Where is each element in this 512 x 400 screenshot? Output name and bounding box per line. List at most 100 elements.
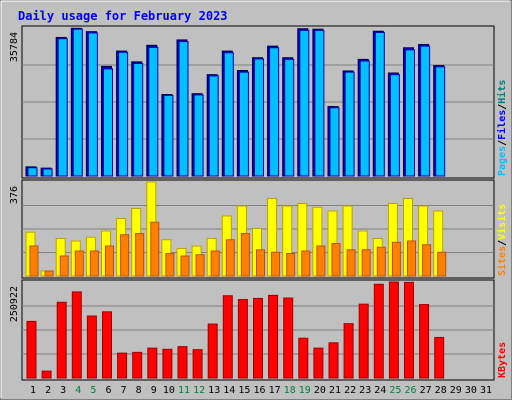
kbytes-bar [192, 349, 203, 379]
y-max-label: 376 [9, 186, 20, 204]
kbytes-bar [86, 315, 97, 379]
x-tick-label: 3 [60, 385, 66, 396]
sites-bar [331, 243, 341, 277]
kbytes-bar [343, 323, 354, 379]
legend-item: Sites [496, 246, 508, 276]
sites-bar [422, 244, 432, 277]
pages-bar [389, 74, 400, 177]
pages-bar [103, 68, 113, 177]
x-tick-label: 20 [314, 385, 326, 396]
pages-bar [344, 71, 355, 177]
sites-bar [346, 249, 356, 277]
kbytes-bar [71, 291, 82, 379]
sites-bar [165, 253, 175, 277]
x-tick-label: 6 [105, 385, 111, 396]
legend: Sites/Visits [496, 204, 508, 276]
sites-bar [105, 245, 114, 277]
sites-bar [120, 234, 130, 277]
kbytes-bar [388, 281, 399, 379]
x-tick-label: 13 [208, 385, 220, 396]
sites-bar [29, 245, 39, 277]
pages-bar [359, 60, 370, 177]
x-tick-label: 24 [374, 385, 386, 396]
sites-bar [44, 270, 54, 277]
legend-item: / [497, 240, 508, 246]
sites-bar [180, 255, 190, 277]
legend-item: KBytes [497, 342, 508, 378]
kbytes-bar [358, 303, 369, 379]
pages-bar [254, 58, 264, 177]
x-tick-label: 11 [178, 385, 190, 396]
kbytes-bar [253, 297, 263, 379]
kbytes-bar [41, 370, 52, 379]
pages-bar [435, 66, 446, 177]
kbytes-bar [283, 297, 294, 379]
pages-bar [284, 58, 295, 177]
kbytes-bar [147, 347, 158, 379]
pages-bar [178, 41, 189, 177]
kbytes-bar [207, 323, 218, 379]
kbytes-bar [222, 295, 233, 379]
kbytes-bar [237, 299, 248, 379]
x-tick-label: 25 [389, 385, 401, 396]
sites-bar [361, 249, 371, 277]
x-tick-label: 21 [329, 385, 341, 396]
pages-bar [329, 107, 340, 177]
x-tick-label: 29 [450, 385, 462, 396]
pages-bar [193, 94, 204, 177]
x-tick-label: 16 [253, 385, 265, 396]
x-tick-label: 1 [30, 385, 36, 396]
y-max-label: 35784 [9, 32, 20, 62]
x-tick-label: 14 [223, 385, 235, 396]
sites-bar [225, 239, 235, 277]
x-tick-label: 2 [45, 385, 51, 396]
sites-bar [210, 250, 220, 277]
sites-bar [271, 251, 281, 277]
kbytes-bar [162, 348, 173, 379]
pages-bar [405, 49, 415, 177]
pages-bar [118, 51, 129, 177]
sites-bar [135, 233, 145, 277]
x-tick-label: 26 [404, 385, 416, 396]
legend: Pages/Files/Hits [496, 80, 508, 176]
kbytes-bar [404, 281, 414, 379]
x-tick-label: 5 [90, 385, 96, 396]
pages-bar [299, 29, 310, 177]
chart-panels: 35784 Pages/Files/Hits 376 Sites/Visits 2509… [9, 25, 508, 381]
sites-bar [391, 241, 401, 277]
chart-title: Daily usage for February 2023 [18, 9, 228, 23]
legend-item: / [497, 104, 508, 110]
kbytes-bar [313, 347, 324, 379]
sites-bar [301, 250, 311, 277]
legend-item: Files [496, 110, 508, 140]
sites-bar [316, 245, 326, 277]
pages-bar [87, 32, 98, 177]
pages-bar [163, 94, 174, 177]
panel-hits-files-pages: 35784 Pages/Files/Hits [9, 25, 508, 179]
x-tick-label: 28 [435, 385, 447, 396]
x-axis-day-labels: 1 2 3 4 5 6 7 8 9 10 11 12 13 14 15 16 17 18 19 20 21 22 23 24 2… [30, 385, 492, 396]
x-tick-label: 9 [151, 385, 157, 396]
panel-kbytes: 250922 KBytes [9, 279, 508, 381]
panel-visits-sites: 376 Sites/Visits [9, 179, 508, 279]
x-tick-label: 22 [344, 385, 356, 396]
kbytes-bar [132, 351, 143, 379]
pages-bar [72, 28, 83, 177]
pages-bar [133, 63, 144, 177]
x-tick-label: 31 [480, 385, 492, 396]
x-tick-label: 17 [269, 385, 281, 396]
x-tick-label: 27 [420, 385, 432, 396]
x-tick-label: 8 [136, 385, 142, 396]
x-tick-label: 15 [238, 385, 250, 396]
sites-bar [59, 255, 69, 277]
sites-bar [407, 240, 416, 277]
pages-bar [269, 47, 280, 177]
kbytes-bar [434, 336, 445, 379]
legend-item: / [497, 140, 508, 146]
kbytes-bar [177, 346, 188, 379]
pages-bar [420, 45, 431, 177]
sites-bar [256, 249, 265, 277]
pages-bar [223, 52, 234, 177]
kbytes-bar [102, 311, 112, 379]
